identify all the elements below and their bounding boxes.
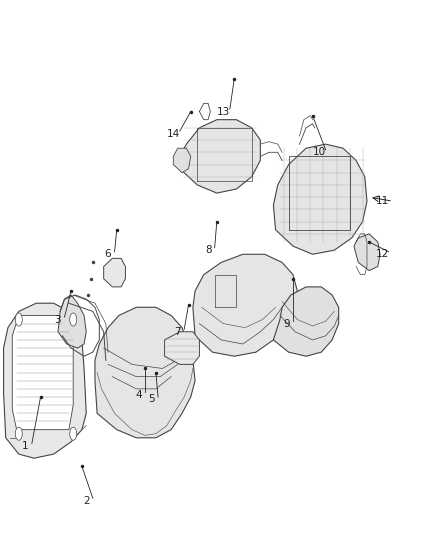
Circle shape bbox=[15, 427, 22, 440]
Polygon shape bbox=[180, 120, 260, 193]
Polygon shape bbox=[12, 316, 73, 430]
Text: 13: 13 bbox=[217, 107, 230, 117]
Polygon shape bbox=[173, 148, 191, 173]
Circle shape bbox=[70, 313, 77, 326]
Circle shape bbox=[70, 427, 77, 440]
Text: 14: 14 bbox=[167, 128, 180, 139]
Text: 4: 4 bbox=[135, 390, 142, 400]
Circle shape bbox=[15, 313, 22, 326]
Text: 6: 6 bbox=[105, 249, 111, 259]
Text: 11: 11 bbox=[375, 196, 389, 206]
Polygon shape bbox=[4, 303, 86, 458]
Text: 3: 3 bbox=[55, 314, 61, 325]
Text: 7: 7 bbox=[174, 327, 181, 337]
Polygon shape bbox=[58, 295, 86, 348]
Text: 8: 8 bbox=[205, 245, 212, 255]
Polygon shape bbox=[165, 332, 199, 365]
Polygon shape bbox=[95, 308, 195, 438]
Text: 10: 10 bbox=[313, 147, 326, 157]
Text: 5: 5 bbox=[148, 394, 155, 405]
Text: 2: 2 bbox=[83, 496, 89, 506]
Polygon shape bbox=[104, 259, 125, 287]
Polygon shape bbox=[354, 234, 380, 271]
Polygon shape bbox=[273, 144, 367, 254]
Polygon shape bbox=[193, 254, 297, 356]
Polygon shape bbox=[273, 287, 339, 356]
Text: 12: 12 bbox=[375, 249, 389, 259]
Text: 9: 9 bbox=[283, 319, 290, 329]
Text: 1: 1 bbox=[22, 441, 28, 451]
